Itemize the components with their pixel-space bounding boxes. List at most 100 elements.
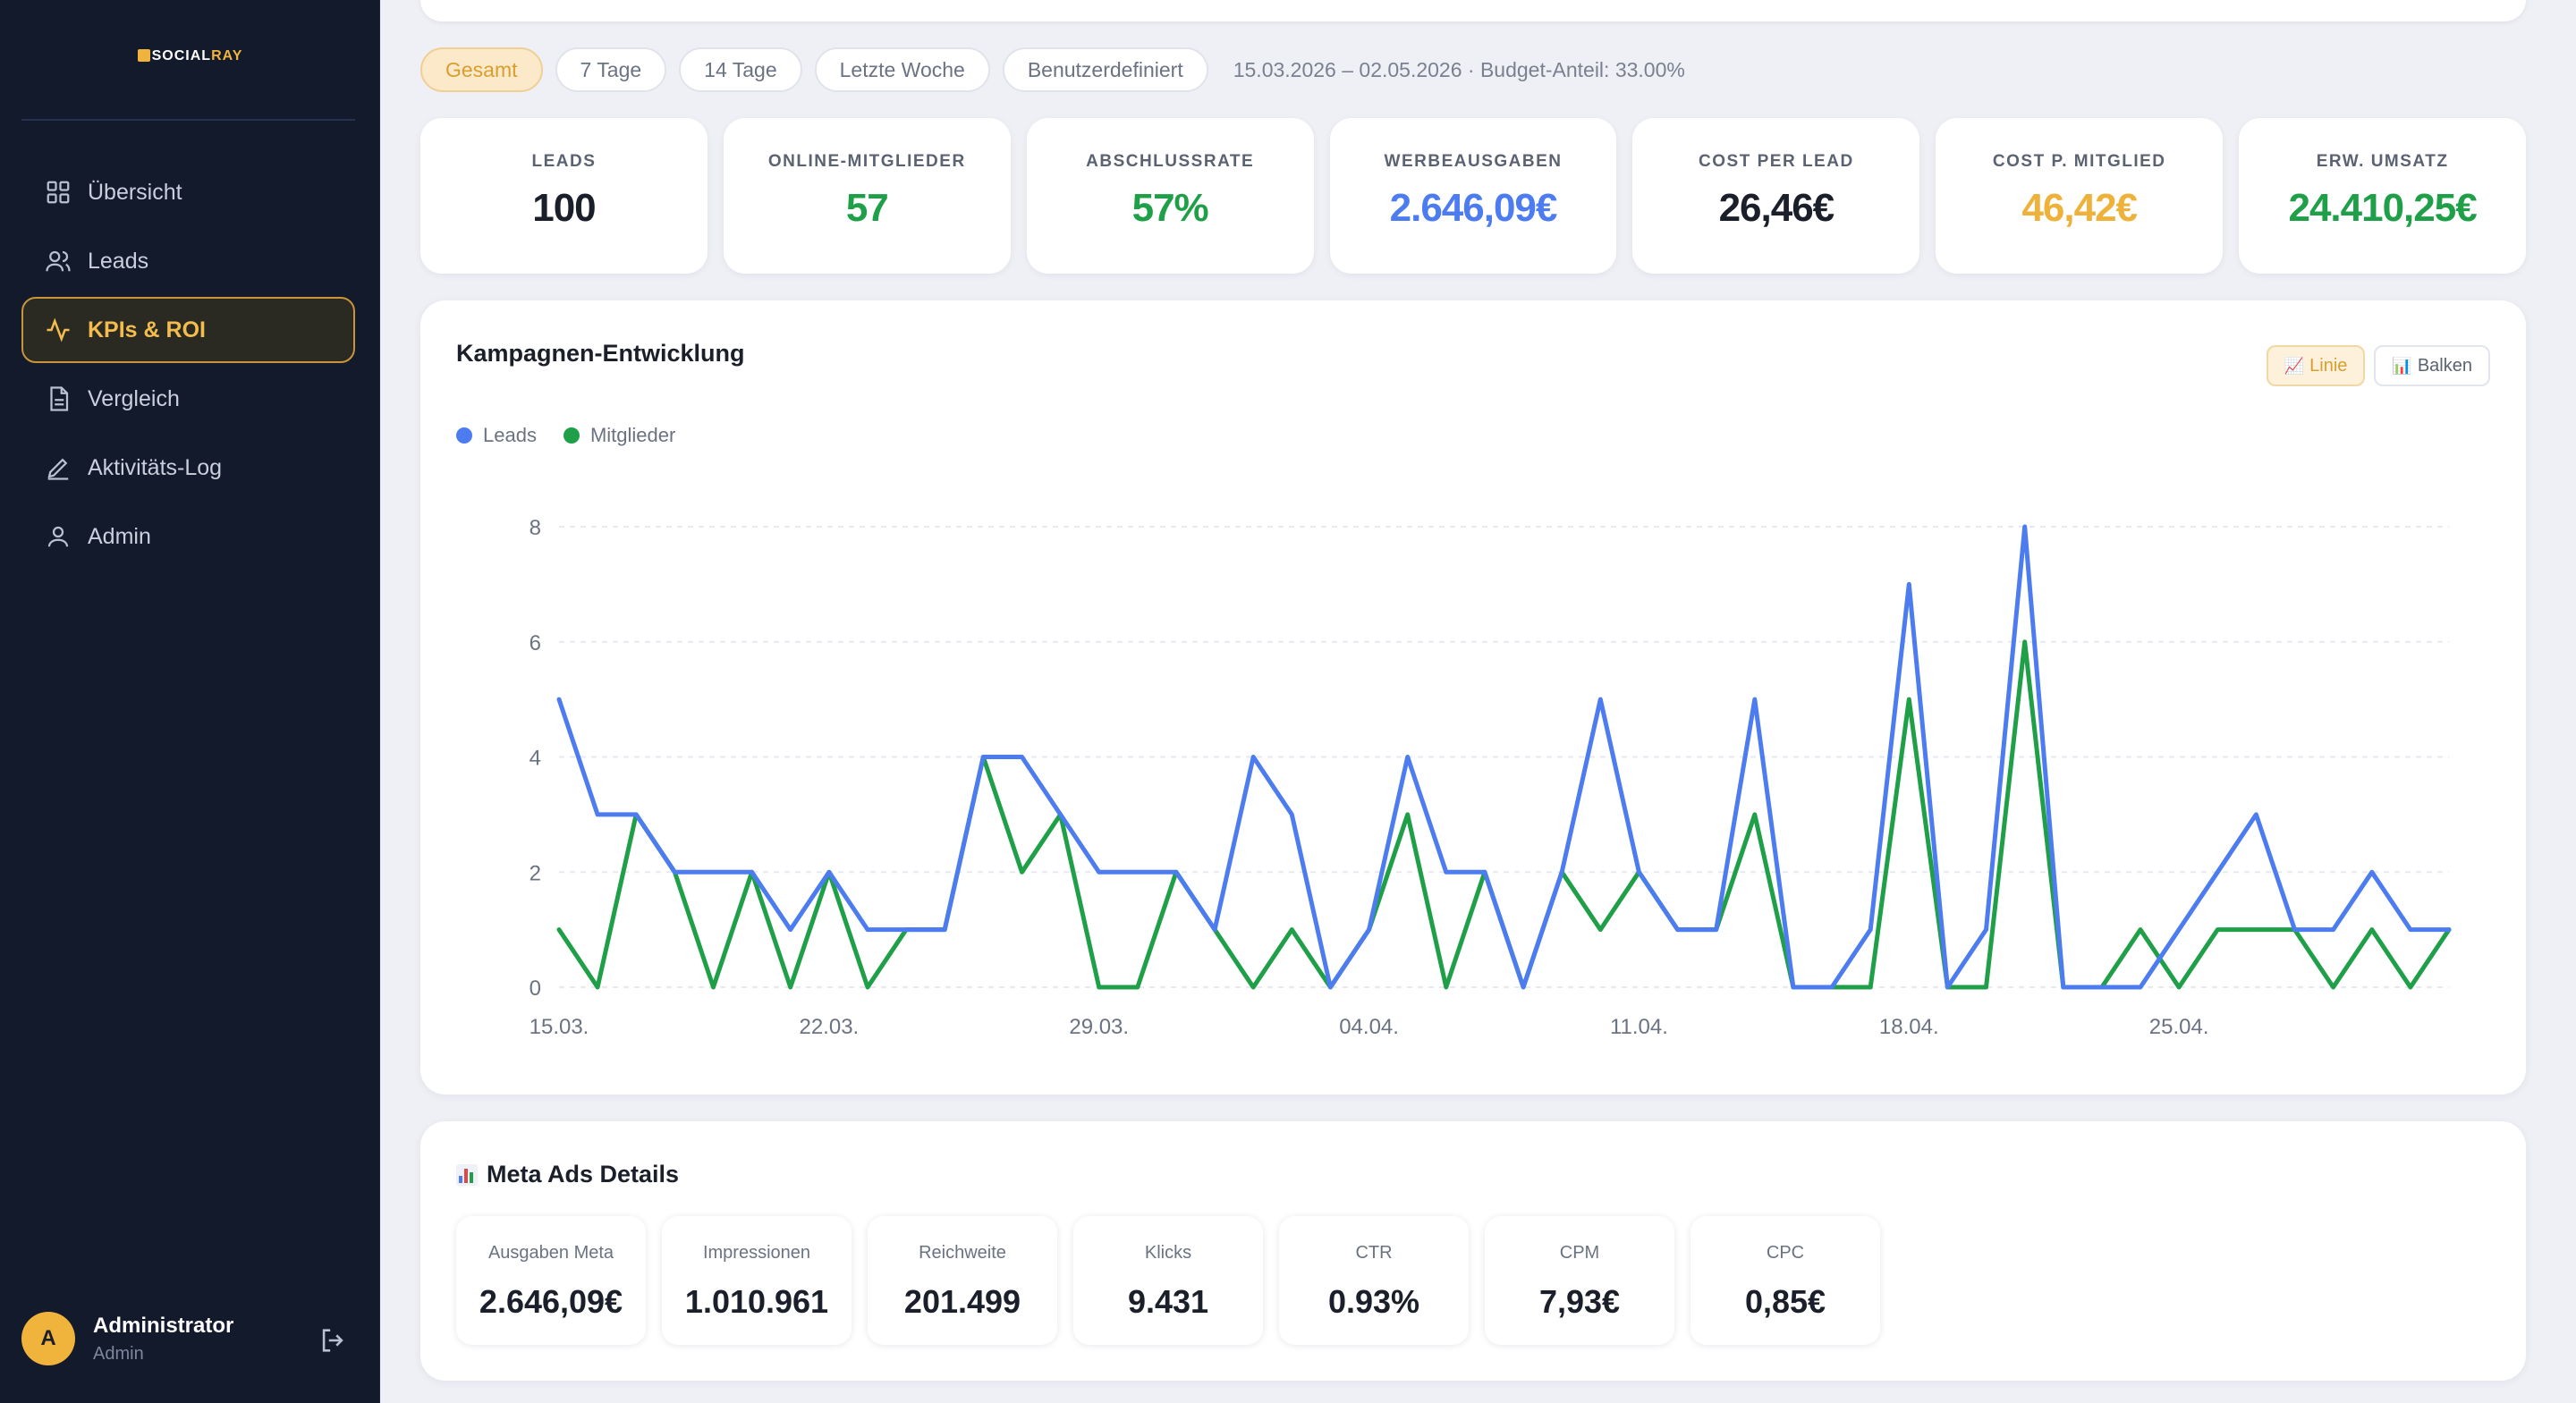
filter-chip-14-tage[interactable]: 14 Tage [679, 47, 802, 92]
sidebar-item-admin[interactable]: Admin [21, 503, 355, 570]
kpi-value: 57 [845, 186, 889, 230]
x-tick-label: 18.04. [1879, 1015, 1939, 1039]
meta-tile-ctr: CTR 0.93% [1279, 1216, 1469, 1345]
avatar[interactable]: A [21, 1312, 75, 1365]
legend-item-mitglieder[interactable]: Mitglieder [563, 424, 675, 447]
logout-icon[interactable] [318, 1325, 348, 1356]
kpi-row: LEADS 100 ONLINE-MITGLIEDER 57 ABSCHLUSS… [420, 118, 2527, 274]
sidebar-item-label: Admin [88, 523, 151, 549]
chart-title: Kampagnen-Entwicklung [456, 340, 745, 367]
brand-prefix: SOCIAL [151, 48, 212, 63]
kpi-label: COST PER LEAD [1699, 152, 1854, 171]
meta-tile-ausgaben: Ausgaben Meta 2.646,09€ [456, 1216, 646, 1345]
y-tick-label: 2 [530, 861, 541, 885]
meta-tile-value: 1.010.961 [684, 1283, 829, 1320]
kpi-card-online-mitglieder: ONLINE-MITGLIEDER 57 [723, 118, 1011, 274]
meta-tile-klicks: Klicks 9.431 [1073, 1216, 1263, 1345]
kpi-value: 26,46€ [1718, 186, 1835, 230]
sidebar-item-label: Aktivitäts-Log [88, 454, 223, 480]
meta-tile-value: 0,85€ [1744, 1283, 1826, 1320]
campaign-chart-card: 0 2 4 6 8 15.03. 22.03. 29.03. 04.04. 11.04. 18.04… [420, 300, 2526, 1095]
activity-icon [47, 317, 70, 342]
sidebar-item-leads[interactable]: Leads [21, 228, 355, 294]
kpi-label: WERBEAUSGABEN [1384, 152, 1563, 171]
x-tick-label: 25.04. [2149, 1015, 2209, 1039]
sidebar: SOCIALRAY Übersicht Leads KPIs & ROI Ver… [0, 0, 380, 1403]
grid-icon [47, 181, 70, 204]
meta-tile-value: 7,93€ [1538, 1283, 1621, 1320]
top-card [420, 0, 2526, 21]
y-tick-label: 8 [530, 516, 541, 540]
filter-chip-7-tage[interactable]: 7 Tage [555, 47, 667, 92]
meta-tile-label: CTR [1355, 1243, 1393, 1263]
kpi-label: LEADS [531, 152, 597, 171]
kpi-card-leads: LEADS 100 [420, 118, 708, 274]
kpi-label: ABSCHLUSSRATE [1086, 152, 1255, 171]
kpi-card-werbeausgaben: WERBEAUSGABEN 2.646,09€ [1329, 118, 1617, 274]
chart-type-line-button[interactable]: 📈 Linie [2266, 345, 2366, 386]
x-tick-label: 22.03. [799, 1015, 859, 1039]
filter-chip-letzte-woche[interactable]: Letzte Woche [814, 47, 990, 92]
sidebar-item-label: Leads [88, 248, 149, 274]
legend-item-leads[interactable]: Leads [456, 424, 537, 447]
date-range-text: 15.03.2026 – 02.05.2026 · Budget-Anteil:… [1233, 57, 1685, 81]
sidebar-divider [21, 119, 355, 121]
meta-ads-tiles: Ausgaben Meta 2.646,09€ Impressionen 1.010… [456, 1216, 1880, 1345]
user-icon [47, 526, 69, 547]
kpi-card-erw-umsatz: ERW. UMSATZ 24.410,25€ [2239, 118, 2527, 274]
y-tick-label: 0 [530, 976, 541, 1001]
filter-chip-benutzerdefiniert[interactable]: Benutzerdefiniert [1002, 47, 1208, 92]
kpi-label: COST P. MITGLIED [1992, 152, 2166, 171]
kpi-card-cost-per-lead: COST PER LEAD 26,46€ [1632, 118, 1920, 274]
brand-logo[interactable]: SOCIALRAY [0, 48, 380, 64]
legend-dot-icon [563, 427, 580, 444]
sidebar-item-kpis-roi[interactable]: KPIs & ROI [21, 297, 355, 363]
meta-tile-label: Reichweite [919, 1243, 1006, 1263]
x-tick-label: 29.03. [1069, 1015, 1129, 1039]
kpi-value: 100 [532, 186, 596, 230]
kpi-label: ONLINE-MITGLIEDER [767, 152, 966, 171]
chart-line-icon: 📈 [2284, 356, 2305, 375]
legend-label: Leads [483, 424, 537, 446]
legend-dot-icon [456, 427, 472, 444]
user-role: Admin [93, 1343, 144, 1364]
meta-tile-label: Impressionen [702, 1243, 811, 1263]
kpi-value: 24.410,25€ [2288, 186, 2477, 230]
meta-tile-value: 201.499 [903, 1283, 1021, 1320]
meta-tile-reichweite: Reichweite 201.499 [868, 1216, 1057, 1345]
meta-ads-card: Meta Ads Details Ausgaben Meta 2.646,09€ … [420, 1121, 2526, 1381]
chart-type-bar-button[interactable]: 📊 Balken [2374, 345, 2490, 386]
series-line-leads [556, 524, 2452, 990]
kpi-value: 57% [1131, 186, 1209, 230]
kpi-card-abschlussrate: ABSCHLUSSRATE 57% [1026, 118, 1314, 274]
document-icon [50, 386, 69, 411]
meta-ads-title: Meta Ads Details [456, 1161, 679, 1188]
pen-icon [47, 458, 69, 480]
sidebar-item-label: Übersicht [88, 179, 182, 205]
meta-tile-value: 2.646,09€ [479, 1283, 623, 1320]
x-tick-label: 11.04. [1610, 1015, 1668, 1039]
brand-suffix: RAY [211, 48, 243, 63]
meta-tile-label: Ausgaben Meta [487, 1243, 614, 1263]
sidebar-item-uebersicht[interactable]: Übersicht [21, 159, 355, 225]
x-tick-label: 15.03. [530, 1015, 589, 1039]
chart-type-toggle: 📈 Linie 📊 Balken [2266, 345, 2490, 386]
meta-tile-label: CPM [1559, 1243, 1600, 1263]
meta-tile-cpm: CPM 7,93€ [1485, 1216, 1674, 1345]
meta-tile-label: CPC [1766, 1243, 1805, 1263]
meta-tile-label: Klicks [1144, 1243, 1192, 1263]
kpi-card-cost-per-mitglied: COST P. MITGLIED 46,42€ [1936, 118, 2224, 274]
sidebar-item-label: KPIs & ROI [88, 317, 206, 342]
sidebar-item-aktivitaets-log[interactable]: Aktivitäts-Log [21, 435, 355, 501]
user-name: Administrator [93, 1313, 234, 1338]
kpi-value: 2.646,09€ [1389, 186, 1558, 230]
toggle-label: Balken [2417, 355, 2472, 376]
kpi-value: 46,42€ [2021, 186, 2138, 230]
y-tick-label: 6 [530, 631, 541, 655]
meta-tile-impressionen: Impressionen 1.010.961 [662, 1216, 852, 1345]
sidebar-item-vergleich[interactable]: Vergleich [21, 366, 355, 432]
x-tick-label: 04.04. [1339, 1015, 1399, 1039]
meta-tile-value: 0.93% [1327, 1283, 1420, 1320]
filter-chip-gesamt[interactable]: Gesamt [420, 47, 543, 92]
meta-tile-cpc: CPC 0,85€ [1690, 1216, 1880, 1345]
